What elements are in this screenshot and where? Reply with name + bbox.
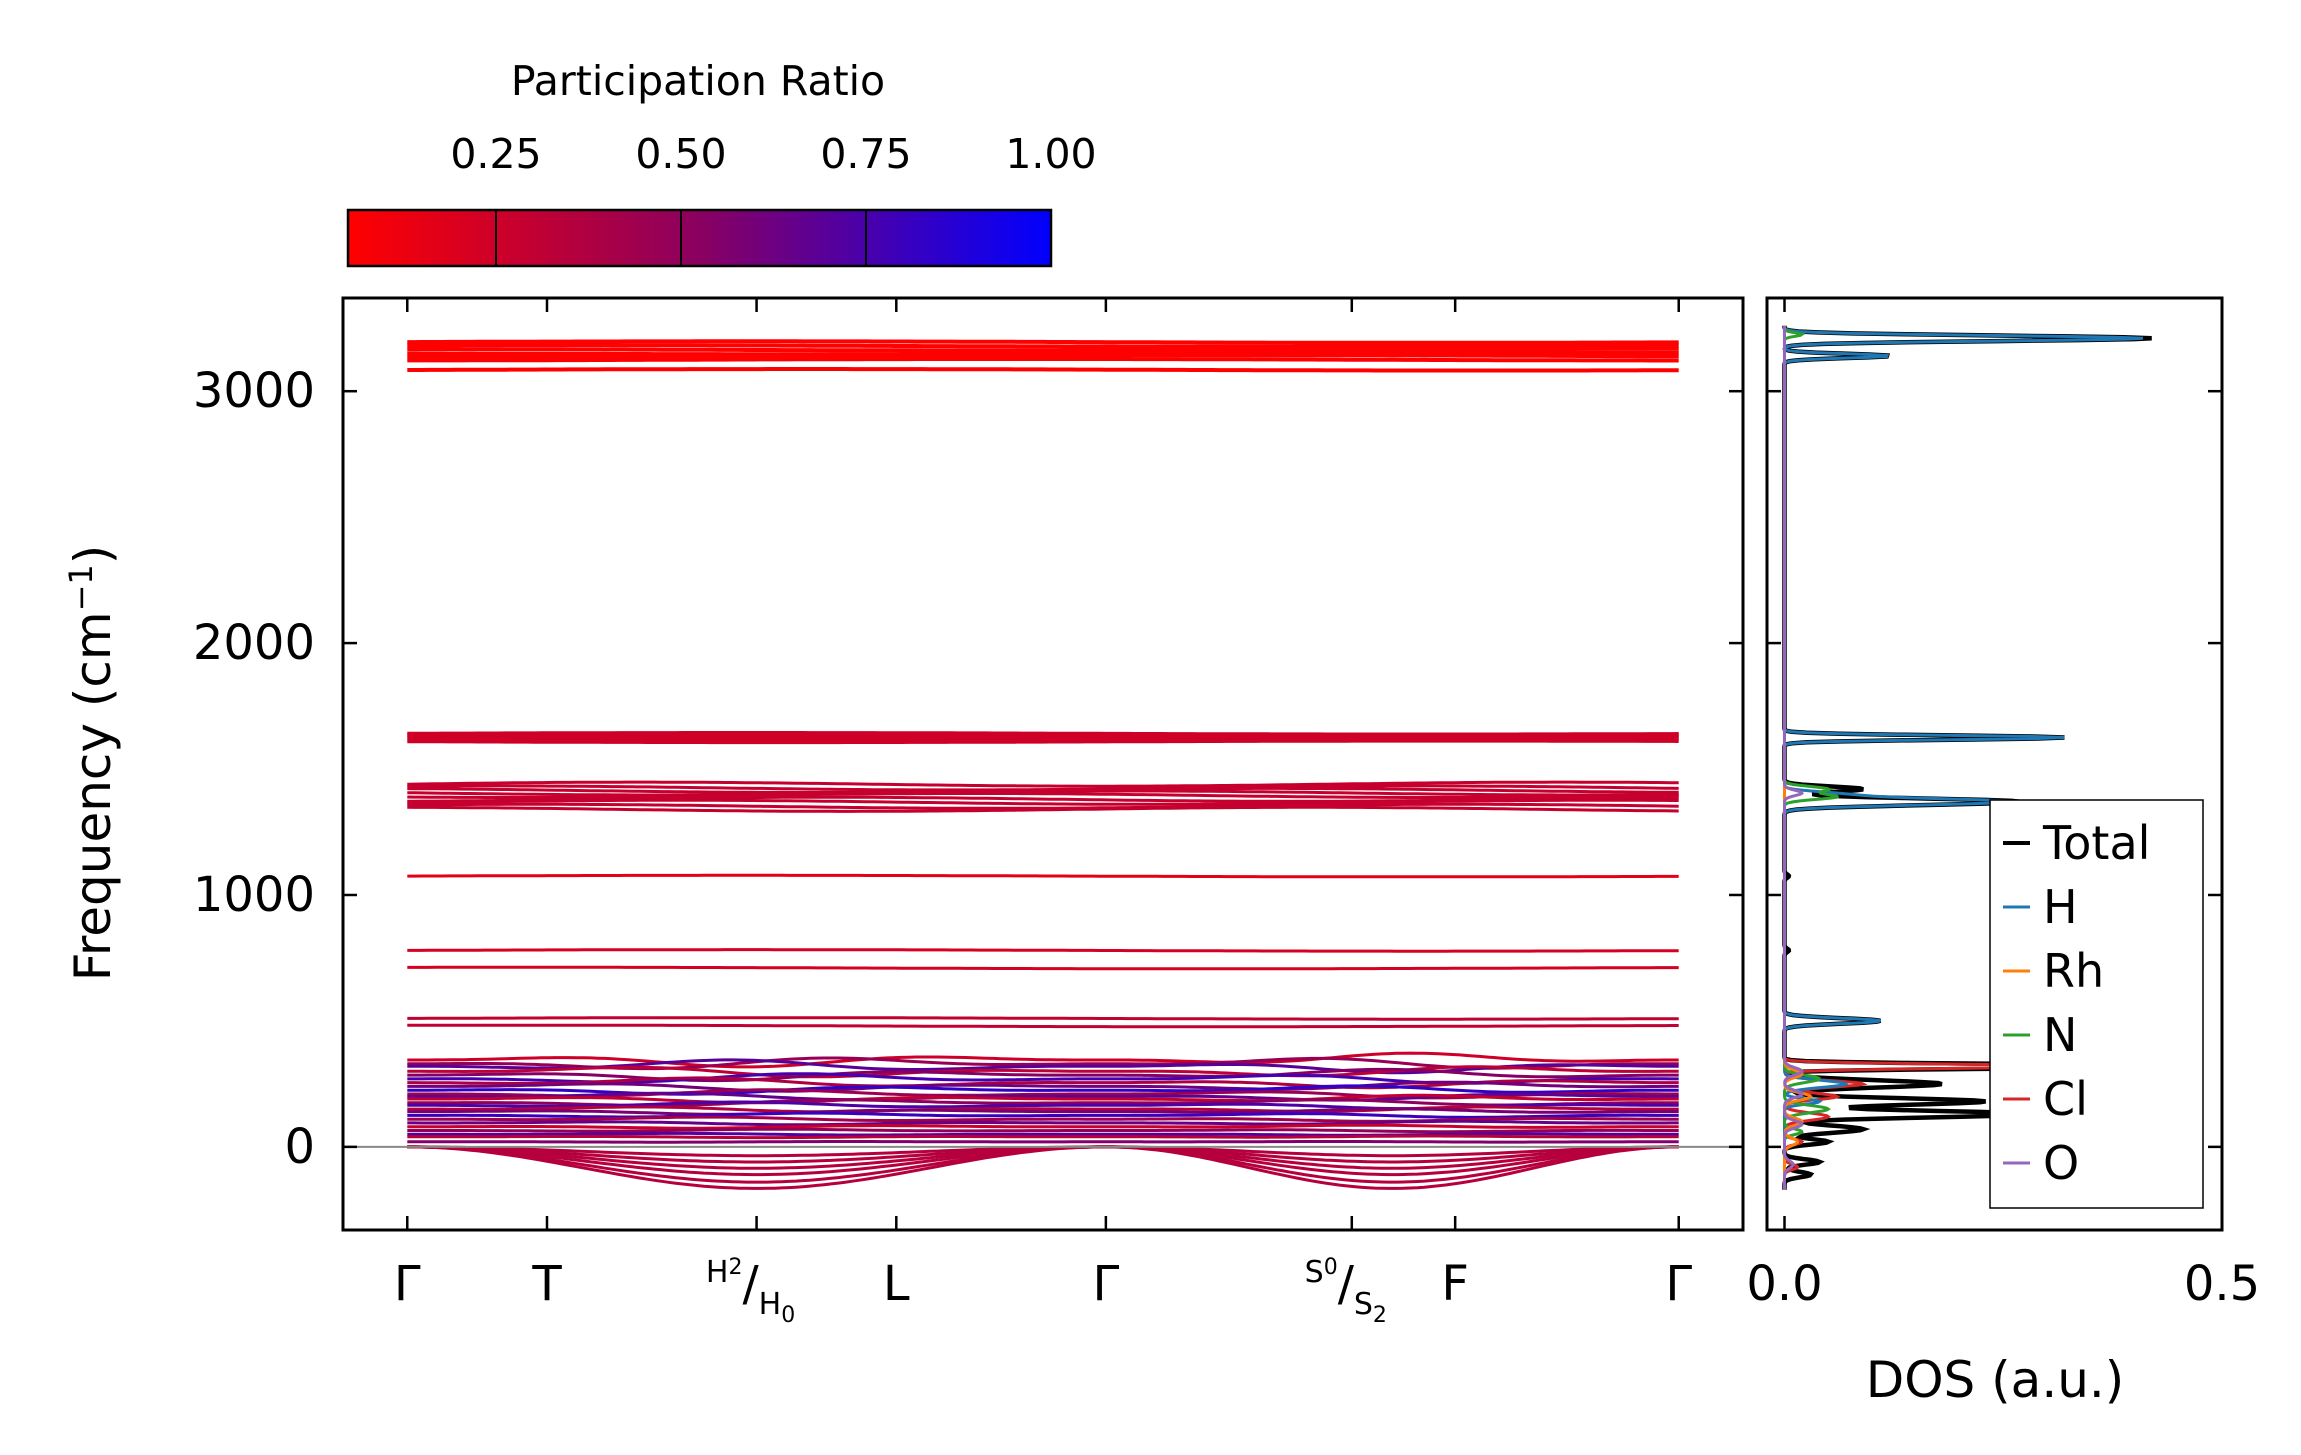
y-axis-title: Frequency (cm−1) — [62, 545, 122, 982]
band-line — [407, 1134, 1679, 1140]
dos-y-ticks — [1767, 389, 2222, 1149]
colorbar-ticks — [495, 210, 1052, 266]
band-line — [407, 792, 1679, 799]
band-line — [407, 1119, 1679, 1127]
legend-label: Rh — [2043, 944, 2104, 998]
band-line — [407, 367, 1679, 373]
band-line — [407, 1016, 1679, 1021]
colorbar-gradient-bar — [346, 208, 1053, 268]
colorbar: Participation Ratio 0.25 0.50 0.75 1.00 — [346, 57, 1097, 268]
band-line — [407, 1107, 1679, 1116]
dos-lines — [1782, 325, 2189, 1190]
y-tick-label: 3000 — [193, 363, 315, 419]
band-line — [407, 1051, 1679, 1069]
x-tick-label: Γ — [1092, 1256, 1119, 1312]
band-line — [407, 798, 1679, 806]
band-plot-frame — [341, 296, 1745, 1232]
band-line — [407, 780, 1679, 788]
legend-label: O — [2043, 1136, 2079, 1190]
band-line — [407, 736, 1679, 742]
band-line — [407, 353, 1679, 359]
legend-frame — [1989, 799, 2204, 1209]
x-tick-label: T — [531, 1256, 562, 1312]
band-lines — [407, 339, 1679, 1190]
band-line — [407, 1084, 1679, 1096]
colorbar-tick-label: 0.25 — [450, 130, 541, 178]
band-line — [407, 802, 1679, 810]
y-tick-label: 2000 — [193, 615, 315, 671]
band-line — [407, 1131, 1679, 1137]
legend-entries: Total H Rh N Cl O — [2003, 816, 2150, 1190]
dos-plot-frame — [1765, 296, 2224, 1232]
y-tick-label: 0 — [284, 1119, 315, 1175]
x-tick-label: L — [883, 1256, 910, 1312]
band-y-ticks: 0 1000 2000 3000 — [193, 363, 1743, 1175]
legend-label: Total — [2042, 816, 2150, 870]
band-line — [407, 1123, 1679, 1130]
x-tick-label: Γ — [1665, 1256, 1692, 1312]
band-line — [407, 1105, 1679, 1114]
colorbar-tick-label: 1.00 — [1005, 130, 1096, 178]
x-tick-label: H2/H0 — [706, 1255, 795, 1328]
band-line — [407, 805, 1679, 813]
legend-label: N — [2043, 1008, 2077, 1062]
dos-line-o — [1783, 325, 1804, 1190]
band-line — [407, 1127, 1679, 1134]
band-line — [407, 1140, 1679, 1144]
colorbar-tick-label: 0.50 — [635, 130, 726, 178]
dos-x-ticks: 0.0 0.5 — [1746, 298, 2260, 1312]
dos-x-tick-label: 0.0 — [1746, 1256, 1822, 1312]
y-tick-label: 1000 — [193, 867, 315, 923]
band-line — [407, 1065, 1679, 1079]
band-line — [407, 738, 1679, 745]
band-line — [407, 339, 1679, 345]
dos-legend: Total H Rh N Cl O — [1989, 799, 2204, 1209]
legend-label: Cl — [2043, 1072, 2088, 1126]
legend-label: H — [2043, 880, 2078, 934]
band-line — [407, 731, 1679, 737]
band-line — [407, 948, 1679, 953]
colorbar-label: Participation Ratio — [511, 57, 885, 105]
dos-x-axis-title: DOS (a.u.) — [1866, 1351, 2125, 1409]
band-line — [407, 343, 1679, 349]
band-line — [407, 1093, 1679, 1105]
band-line — [407, 1023, 1679, 1029]
colorbar-tick-label: 0.75 — [820, 130, 911, 178]
band-structure-panel: 0 1000 2000 3000 Γ T H2/H0 L Γ S0/S2 F Γ Frequency… — [62, 296, 1745, 1328]
band-x-ticks: Γ T H2/H0 L Γ S0/S2 F Γ — [394, 298, 1692, 1328]
band-line — [407, 1145, 1679, 1190]
band-line — [407, 1080, 1679, 1093]
x-tick-label: F — [1441, 1256, 1469, 1312]
band-line — [407, 1111, 1679, 1119]
dos-panel: 0.0 0.5 DOS (a.u.) Total H Rh N Cl O — [1746, 296, 2260, 1409]
colorbar-tick-labels: 0.25 0.50 0.75 1.00 — [450, 130, 1096, 178]
dos-x-tick-label: 0.5 — [2184, 1256, 2260, 1312]
band-line — [407, 357, 1679, 363]
band-line — [407, 873, 1679, 879]
x-tick-label: S0/S2 — [1305, 1255, 1387, 1328]
band-line — [407, 1067, 1679, 1083]
band-line — [407, 965, 1679, 971]
band-line — [407, 789, 1679, 797]
band-line — [407, 346, 1679, 353]
x-tick-label: Γ — [394, 1256, 421, 1312]
band-line — [407, 1115, 1679, 1123]
